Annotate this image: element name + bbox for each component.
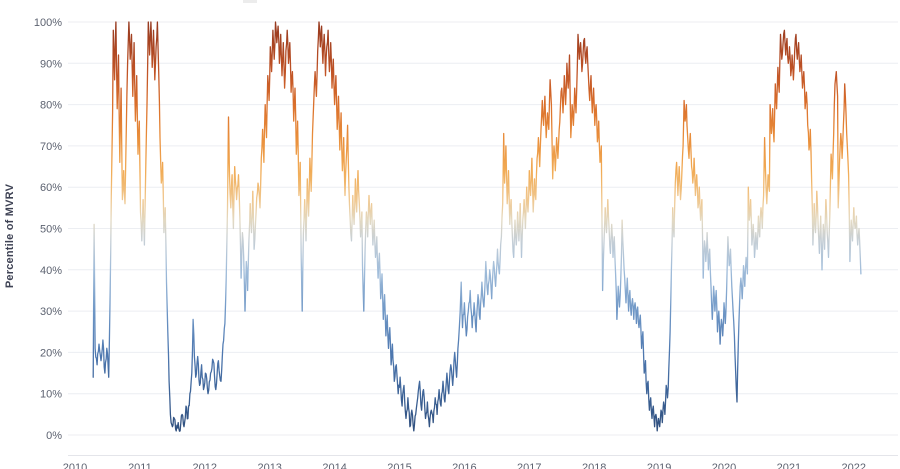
x-tick-label: 2019 (647, 462, 671, 469)
x-tick-label: 2015 (387, 462, 411, 469)
y-axis-tick-labels: 0% 10% 20% 30% 40% 50% 60% 70% 80% 90% 100% (34, 17, 62, 442)
y-tick-label: 0% (46, 430, 62, 442)
x-tick-label: 2016 (452, 462, 476, 469)
x-tick-label: 2010 (63, 462, 87, 469)
gridlines (68, 21, 898, 436)
x-tick-label: 2021 (777, 462, 801, 469)
y-tick-label: 80% (40, 100, 62, 112)
x-tick-label: 2011 (128, 462, 152, 469)
y-tick-label: 70% (40, 141, 62, 153)
mvrv-percentile-line[interactable] (92, 21, 862, 432)
x-tick-label: 2022 (842, 462, 866, 469)
y-tick-label: 50% (40, 224, 62, 236)
x-tick-label: 2020 (712, 462, 736, 469)
y-axis-title: Percentile of MVRV (4, 183, 16, 288)
x-tick-label: 2013 (257, 462, 281, 469)
y-tick-label: 30% (40, 306, 62, 318)
x-axis-tick-labels: 2010 2011 2012 2013 2014 2015 2016 2017 2018 2019… (63, 462, 866, 469)
x-tick-label: 2014 (322, 462, 346, 469)
y-tick-label: 20% (40, 347, 62, 359)
y-tick-label: 60% (40, 182, 62, 194)
x-tick-label: 2018 (582, 462, 606, 469)
clipped-ui-artifact (243, 0, 257, 3)
y-tick-label: 100% (34, 17, 62, 29)
y-tick-label: 10% (40, 389, 62, 401)
x-tick-label: 2012 (193, 462, 217, 469)
y-tick-label: 90% (40, 58, 62, 70)
x-tick-label: 2017 (517, 462, 541, 469)
y-tick-label: 40% (40, 265, 62, 277)
plot-area[interactable] (92, 21, 862, 432)
